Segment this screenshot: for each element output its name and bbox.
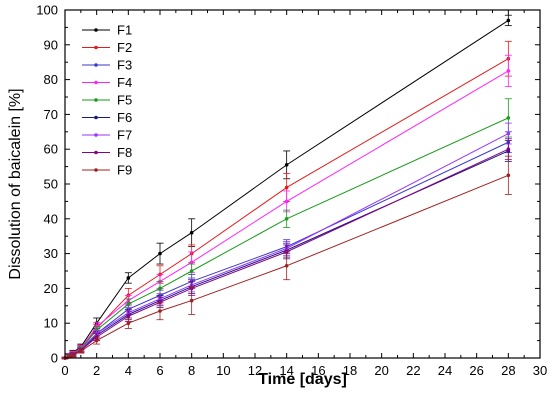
legend-item-F2: F2 [82, 40, 132, 55]
data-point [189, 298, 194, 303]
data-point [94, 338, 99, 343]
series-F9 [61, 155, 512, 360]
data-point [126, 314, 131, 319]
y-tick-label: 70 [44, 107, 58, 122]
legend-label: F8 [117, 145, 132, 160]
data-point [284, 199, 289, 204]
legend-label: F9 [117, 163, 132, 178]
legend-label: F2 [117, 40, 132, 55]
series-layer [61, 14, 512, 360]
legend-marker [94, 115, 98, 120]
x-axis-title: Time [days] [258, 371, 347, 388]
legend-item-F1: F1 [82, 23, 132, 38]
legend-marker [94, 63, 98, 67]
x-tick-label: 22 [406, 363, 420, 378]
x-tick-label: 6 [156, 363, 163, 378]
x-tick-label: 14 [279, 363, 293, 378]
x-tick-label: 8 [188, 363, 195, 378]
data-point [506, 69, 511, 73]
data-point [126, 321, 131, 326]
data-point [189, 260, 194, 265]
y-tick-label: 0 [51, 351, 58, 366]
data-point [506, 173, 511, 178]
y-axis-title: Dissolution of baicalein [%] [7, 88, 24, 279]
legend-label: F6 [117, 110, 132, 125]
legend-marker [94, 133, 98, 137]
legend-label: F3 [117, 58, 132, 73]
x-tick-label: 18 [343, 363, 357, 378]
legend-item-F8: F8 [82, 145, 132, 160]
data-point [284, 163, 289, 167]
x-tick-label: 24 [438, 363, 452, 378]
data-point [506, 131, 511, 136]
data-point [126, 276, 131, 280]
y-tick-label: 100 [36, 3, 58, 18]
y-tick-label: 20 [44, 281, 58, 296]
legend-marker [94, 80, 98, 85]
legend-item-F9: F9 [82, 163, 132, 178]
y-tick-label: 80 [44, 72, 58, 87]
x-tick-label: 10 [216, 363, 230, 378]
y-tick-label: 90 [44, 37, 58, 52]
legend: F1 F2 F3 F4 F5 F6 F7 F8 F9 [82, 23, 132, 178]
legend-marker [94, 168, 98, 172]
legend-label: F5 [117, 93, 132, 108]
x-tick-label: 4 [125, 363, 132, 378]
x-tick-label: 0 [61, 363, 68, 378]
y-tick-label: 60 [44, 142, 58, 157]
data-point [284, 217, 289, 221]
x-tick-label: 30 [533, 363, 547, 378]
data-point [158, 251, 162, 256]
data-point [71, 353, 75, 358]
legend-item-F6: F6 [82, 110, 132, 125]
x-tick-label: 28 [501, 363, 515, 378]
data-point [506, 116, 511, 120]
data-point [506, 147, 511, 151]
data-point [79, 349, 83, 353]
data-point [158, 309, 162, 313]
x-tick-label: 26 [469, 363, 483, 378]
legend-item-F5: F5 [82, 93, 132, 108]
data-point [284, 185, 289, 190]
legend-label: F1 [117, 23, 132, 38]
data-point [126, 302, 131, 306]
y-tick-label: 10 [44, 316, 58, 331]
x-tick-label: 16 [311, 363, 325, 378]
y-tick-label: 30 [44, 246, 58, 261]
y-tick-label: 40 [44, 211, 58, 226]
legend-marker [94, 98, 98, 102]
data-point [284, 263, 289, 268]
x-tick-label: 12 [248, 363, 262, 378]
data-point [189, 230, 194, 235]
legend-item-F3: F3 [82, 58, 132, 73]
data-point [506, 18, 511, 23]
y-tick-label: 50 [44, 177, 58, 192]
series-line [64, 174, 509, 359]
data-point [189, 269, 194, 273]
legend-label: F7 [117, 128, 132, 143]
axes-layer: 0 2 4 6 8 10 12 14 16 18 20 22 24 26 28 300102030405060… [36, 3, 547, 379]
x-tick-label: 2 [93, 363, 100, 378]
x-tick-label: 20 [374, 363, 388, 378]
legend-marker [94, 28, 98, 32]
legend-label: F4 [117, 75, 132, 90]
data-point [158, 286, 162, 291]
legend-item-F4: F4 [82, 75, 132, 90]
legend-item-F7: F7 [82, 128, 132, 143]
legend-marker [94, 45, 98, 50]
legend-marker [94, 150, 98, 155]
